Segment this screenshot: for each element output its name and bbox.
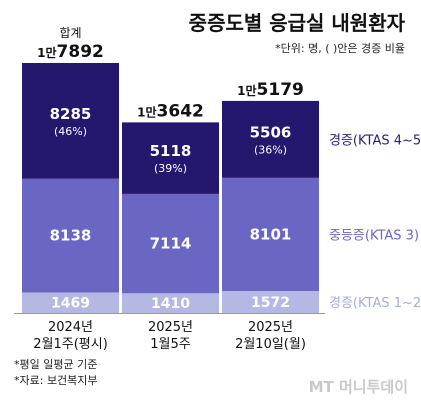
x-axis-labels: 2024년 2월1주(평시) 2025년 1월5주 2025년 2월10일(월): [33, 320, 306, 352]
x-label-period-0: 2월1주(평시): [33, 337, 108, 352]
bar-segment-moderate-0: [22, 178, 119, 293]
x-label-year-1: 2025년: [148, 320, 193, 335]
bar-segment-mild-1: [122, 293, 219, 313]
bar-segment-moderate-2: [222, 177, 319, 292]
bar-segment-mild-0: [22, 292, 119, 313]
total-value-2: 1만5179: [237, 80, 304, 100]
legend: 경증(KTAS 1~2) 중등증(KTAS 3) 경증(KTAS 4~5): [329, 133, 421, 311]
unit-note: *단위: 명, ( )안은 경증 비율: [275, 42, 405, 55]
watermark: MT 머니투데이: [309, 378, 408, 396]
x-label-year-2: 2025년: [248, 320, 293, 335]
bar-labels: 1469 8138 8285 (46%) 합계 1만7892 1410 7114 5118 (39…: [37, 26, 304, 312]
percent-label-0: (46%): [54, 125, 87, 138]
value-label-severe-2: 5506: [250, 123, 292, 141]
value-label-moderate-0: 8138: [50, 227, 92, 245]
value-label-moderate-1: 7114: [150, 235, 192, 253]
legend-mild: 경증(KTAS 1~2): [329, 296, 421, 311]
value-label-mild-2: 1572: [251, 295, 290, 311]
total-label: 합계: [59, 26, 81, 40]
x-label-period-2: 2월10일(월): [235, 337, 306, 352]
value-label-mild-0: 1469: [51, 296, 90, 312]
value-label-severe-0: 8285: [50, 105, 92, 123]
value-label-mild-1: 1410: [151, 296, 190, 312]
total-value-1: 1만3642: [137, 101, 204, 121]
legend-severe: 경증(KTAS 4~5): [329, 133, 421, 148]
total-value-0: 1만7892: [37, 42, 104, 62]
bar-segment-moderate-1: [122, 193, 219, 294]
value-label-moderate-2: 8101: [250, 225, 292, 243]
value-label-severe-1: 5118: [150, 142, 192, 160]
x-label-year-0: 2024년: [48, 320, 93, 335]
percent-label-1: (39%): [154, 162, 187, 175]
bar-segment-mild-2: [222, 291, 319, 313]
bar-segment-severe-1: [122, 122, 219, 194]
x-label-period-1: 1월5주: [150, 337, 191, 352]
percent-label-2: (36%): [254, 143, 287, 156]
bar-segment-severe-0: [22, 63, 119, 179]
legend-moderate: 중등증(KTAS 3): [329, 228, 419, 243]
footnote-1: *평일 일평균 기준: [14, 357, 97, 371]
footnote-2: *자료: 보건복지부: [14, 374, 98, 387]
chart-title: 중증도별 응급실 내원환자: [189, 11, 406, 35]
bars: [14, 63, 325, 314]
bar-segment-severe-2: [222, 100, 319, 178]
